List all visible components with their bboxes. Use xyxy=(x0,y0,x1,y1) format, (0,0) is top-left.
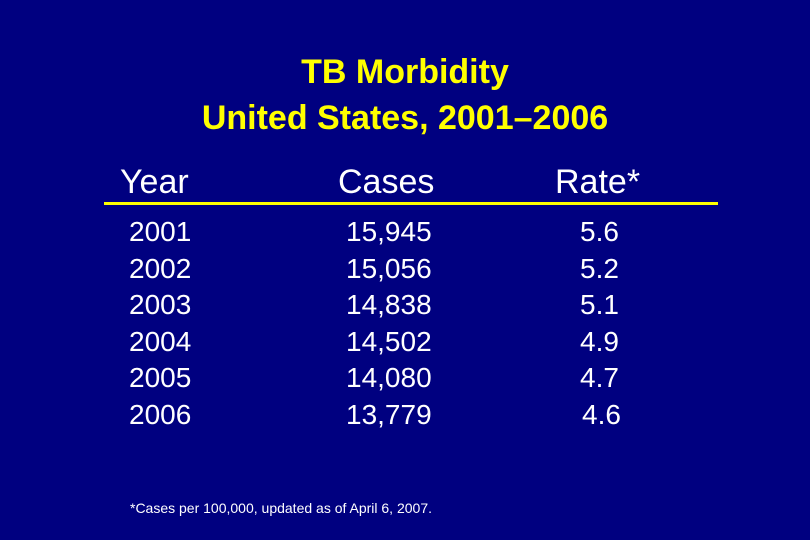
rate-cell: 5.6 xyxy=(580,216,619,247)
cases-cell: 14,502 xyxy=(346,325,432,357)
rate-cell: 5.2 xyxy=(580,252,619,284)
rate-cell: 4.7 xyxy=(580,362,619,393)
rate-column: 5.6 5.2 5.1 4.9 4.7 4.6 xyxy=(580,214,621,433)
header-cases: Cases xyxy=(338,163,435,201)
year-cell: 2001 xyxy=(129,216,192,247)
year-cell: 2003 xyxy=(129,289,192,320)
header-rate: Rate* xyxy=(555,163,641,201)
cases-cell: 15,945 xyxy=(346,216,432,247)
header-underline xyxy=(104,202,718,205)
slide-title-line-2: United States, 2001–2006 xyxy=(201,99,609,137)
cases-cell: 13,779 xyxy=(346,398,432,430)
year-cell: 2004 xyxy=(129,325,192,357)
rate-cell: 4.9 xyxy=(580,325,619,357)
cases-cell: 14,838 xyxy=(346,289,432,320)
cases-column: 15,945 15,056 14,838 14,502 14,080 13,77… xyxy=(346,214,432,433)
year-cell: 2005 xyxy=(129,362,192,393)
slide-title-line-1: TB Morbidity xyxy=(301,53,509,91)
header-year: Year xyxy=(120,163,189,201)
year-column: 2001 2002 2003 2004 2005 2006 xyxy=(129,214,191,433)
cases-cell: 15,056 xyxy=(346,252,432,284)
cases-cell: 14,080 xyxy=(346,362,432,393)
rate-cell: 5.1 xyxy=(580,289,619,320)
footnote: *Cases per 100,000, updated as of April … xyxy=(130,500,432,516)
rate-cell: 4.6 xyxy=(582,398,621,430)
year-cell: 2002 xyxy=(129,252,192,284)
year-cell: 2006 xyxy=(129,398,192,430)
